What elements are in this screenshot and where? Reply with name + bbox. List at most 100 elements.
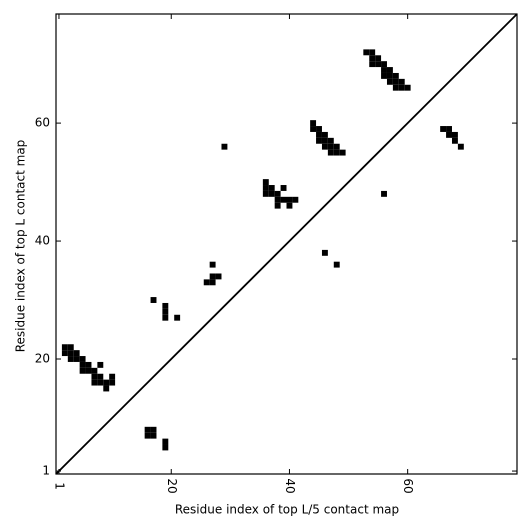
contact-cell bbox=[375, 55, 382, 62]
contact-cell bbox=[386, 72, 393, 79]
contact-cell bbox=[333, 143, 340, 150]
contact-cell bbox=[274, 196, 281, 203]
contact-cell bbox=[162, 302, 169, 309]
contact-cell bbox=[162, 314, 169, 321]
contact-cell bbox=[162, 438, 169, 445]
contact-cell bbox=[381, 61, 387, 68]
contact-cell bbox=[392, 78, 399, 85]
contact-cell bbox=[144, 432, 151, 439]
contact-cell bbox=[286, 202, 293, 209]
contact-cell bbox=[150, 426, 157, 433]
contact-cell bbox=[91, 379, 98, 386]
x-tick-label: 20 bbox=[165, 478, 179, 493]
contact-cell bbox=[457, 143, 464, 150]
y-tick-label: 60 bbox=[35, 116, 50, 130]
contact-cell bbox=[162, 444, 169, 451]
contact-cell bbox=[286, 196, 293, 203]
contact-cell bbox=[79, 367, 86, 374]
contact-cell bbox=[162, 308, 169, 315]
contact-cell bbox=[363, 49, 370, 56]
contact-cell bbox=[381, 67, 387, 73]
contact-cell bbox=[85, 361, 92, 368]
contact-cell bbox=[386, 67, 393, 73]
contact-cell bbox=[446, 131, 452, 138]
contact-cell bbox=[262, 185, 269, 191]
contact-cell bbox=[274, 190, 281, 197]
y-tick-label: 40 bbox=[35, 234, 50, 248]
contact-cell bbox=[268, 190, 275, 197]
contact-cell bbox=[381, 190, 387, 197]
contact-cell bbox=[61, 344, 68, 351]
contact-cell bbox=[97, 361, 104, 368]
contact-cell bbox=[369, 49, 376, 56]
contact-cell bbox=[203, 279, 210, 286]
contact-cell bbox=[404, 84, 411, 91]
contact-cell bbox=[440, 126, 447, 132]
contact-cell bbox=[73, 356, 80, 362]
contact-cell bbox=[268, 185, 275, 191]
contact-cell bbox=[67, 350, 74, 357]
contact-cell bbox=[109, 373, 116, 380]
contact-cell bbox=[79, 361, 86, 368]
x-tick-label: 40 bbox=[283, 478, 297, 493]
contact-cell bbox=[446, 126, 452, 132]
contact-cell bbox=[392, 84, 399, 91]
contact-cell bbox=[174, 314, 181, 321]
contact-cell bbox=[109, 379, 116, 386]
contact-cell bbox=[85, 367, 92, 374]
contact-cell bbox=[67, 356, 74, 362]
contact-cell bbox=[67, 344, 74, 351]
contact-cell bbox=[375, 61, 382, 68]
contact-cell bbox=[274, 202, 281, 209]
contact-cell bbox=[79, 356, 86, 362]
contact-cell bbox=[262, 190, 269, 197]
contact-cell bbox=[292, 196, 299, 203]
contact-cell bbox=[209, 279, 216, 286]
x-axis-label: Residue index of top L/5 contact map bbox=[175, 503, 399, 517]
contact-cell bbox=[327, 143, 334, 150]
contact-cell bbox=[310, 126, 317, 132]
contact-cell bbox=[150, 297, 157, 303]
y-axis-label: Residue index of top L contact map bbox=[14, 140, 28, 353]
contact-cell bbox=[280, 185, 287, 191]
contact-cell bbox=[381, 72, 387, 79]
contact-cell bbox=[97, 373, 104, 380]
contact-cell bbox=[398, 84, 405, 91]
contact-cell bbox=[221, 143, 228, 150]
contact-cell bbox=[209, 273, 216, 280]
x-tick-label: 60 bbox=[401, 478, 415, 493]
contact-cell bbox=[91, 367, 98, 374]
contact-cell bbox=[321, 131, 328, 138]
y-tick-label: 20 bbox=[35, 352, 50, 366]
contact-cell bbox=[333, 149, 340, 156]
contact-cell bbox=[369, 61, 376, 68]
contact-cell bbox=[316, 137, 322, 144]
contact-cell bbox=[91, 373, 98, 380]
contact-cell bbox=[392, 72, 399, 79]
contact-cell bbox=[339, 149, 346, 156]
contact-cell bbox=[333, 261, 340, 268]
contact-cell bbox=[451, 137, 458, 144]
contact-cell bbox=[327, 137, 334, 144]
contact-cell bbox=[215, 273, 222, 280]
contact-cell bbox=[103, 385, 110, 392]
contact-cell bbox=[386, 78, 393, 85]
contact-cell bbox=[316, 131, 322, 138]
diagonal bbox=[55, 13, 518, 475]
contact-cell bbox=[398, 78, 405, 85]
contact-cell bbox=[321, 137, 328, 144]
contact-cell bbox=[369, 55, 376, 62]
plot-frame bbox=[55, 13, 518, 475]
contact-cell bbox=[61, 350, 68, 357]
contact-cell bbox=[327, 149, 334, 156]
contact-cell bbox=[316, 126, 322, 132]
contact-cell bbox=[97, 379, 104, 386]
contact-cell bbox=[321, 143, 328, 150]
contact-cell bbox=[451, 131, 458, 138]
contact-cell bbox=[321, 249, 328, 256]
contact-cell bbox=[103, 379, 110, 386]
contact-cell bbox=[280, 196, 287, 203]
contact-cell bbox=[209, 261, 216, 268]
x-tick-label: 1 bbox=[52, 482, 66, 490]
